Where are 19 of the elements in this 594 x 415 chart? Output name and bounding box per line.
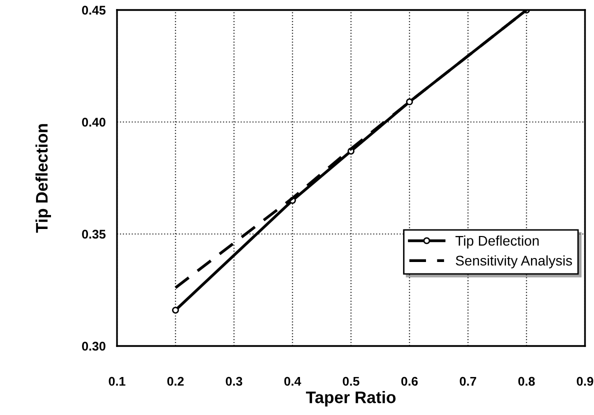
y-tick-label: 0.40	[82, 118, 106, 127]
legend-label: Tip Deflection	[455, 236, 539, 248]
x-tick-label: 0.7	[460, 376, 476, 386]
x-axis-title: Taper Ratio	[306, 390, 396, 407]
y-tick-label: 0.35	[82, 230, 106, 239]
x-tick-label: 0.6	[401, 376, 418, 386]
x-tick-label: 0.8	[518, 376, 535, 386]
x-tick-label: 0.2	[167, 376, 184, 386]
y-tick-label: 0.30	[82, 342, 106, 351]
y-axis-title: Tip Deflection	[35, 124, 52, 233]
x-tick-label: 0.9	[576, 376, 594, 386]
x-tick-label: 0.1	[108, 376, 126, 386]
legend-label: Sensitivity Analysis	[456, 255, 572, 268]
x-tick-label: 0.5	[342, 376, 360, 386]
point	[406, 98, 413, 106]
point	[172, 306, 179, 314]
x-tick-label: 0.3	[226, 376, 242, 386]
y-tick-label: 0.45	[82, 6, 106, 15]
x-tick-label: 0.4	[284, 376, 302, 386]
